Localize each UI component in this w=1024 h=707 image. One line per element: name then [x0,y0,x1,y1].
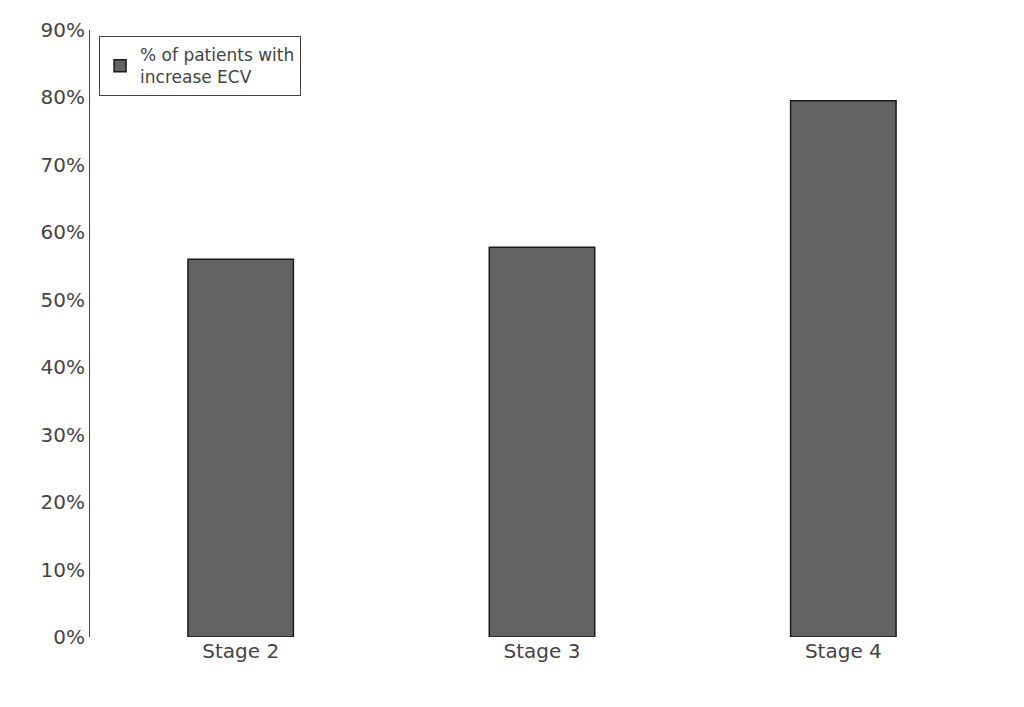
svg-text:70%: 70% [41,153,85,177]
svg-text:0%: 0% [53,625,85,649]
svg-text:50%: 50% [41,288,85,312]
svg-text:Stage 3: Stage 3 [504,639,581,663]
svg-text:60%: 60% [41,220,85,244]
svg-text:90%: 90% [41,18,85,42]
svg-text:10%: 10% [41,558,85,582]
svg-text:80%: 80% [41,85,85,109]
svg-text:20%: 20% [41,490,85,514]
svg-text:40%: 40% [41,355,85,379]
svg-text:Stage 2: Stage 2 [202,639,279,663]
svg-text:Stage 4: Stage 4 [805,639,882,663]
svg-text:30%: 30% [41,423,85,447]
svg-text:% of patients withincrease ECV: % of patients withincrease ECV [140,45,294,87]
